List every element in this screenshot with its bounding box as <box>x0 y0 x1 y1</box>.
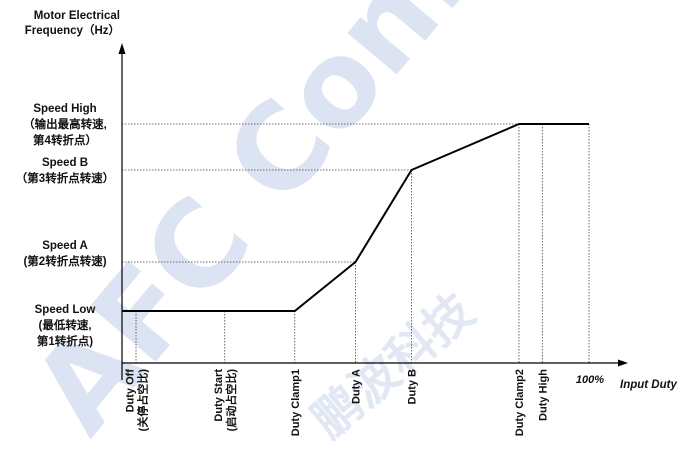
series-line <box>122 123 589 312</box>
y-label-speed_b-2: （第3转折点转速） <box>16 171 114 185</box>
guide-lines <box>122 123 590 363</box>
x-label-duty_off-1: Duty Off <box>125 369 137 413</box>
y-label-speed_high-3: 第4转折点） <box>33 133 97 147</box>
y-label-speed_low-3: 第1转折点) <box>37 334 93 348</box>
x-label-duty_high-1: Duty High <box>537 369 549 421</box>
series <box>122 123 589 312</box>
watermark: AFC Confidential鹏波科技 <box>6 0 688 458</box>
y-label-speed_b-1: Speed B <box>42 157 88 169</box>
x-label-duty_clamp1-1: Duty Clamp1 <box>290 369 302 436</box>
x-label-duty_start-2: (启动占空比) <box>224 369 238 432</box>
y-label-speed_a-1: Speed A <box>42 240 88 252</box>
y-label-speed_low-1: Speed Low <box>35 304 96 316</box>
x-label-duty_clamp2-1: Duty Clamp2 <box>514 369 526 436</box>
x-label-duty_off-2: (关停占空比) <box>136 369 150 432</box>
x-axis-title: Input Duty <box>620 379 677 391</box>
x-axis-arrow <box>618 359 628 367</box>
y-label-speed_high-1: Speed High <box>33 103 96 115</box>
y-label-speed_a-2: (第2转折点转速) <box>23 254 106 268</box>
axes <box>118 43 628 380</box>
x-label-duty_a-1: Duty A <box>351 369 363 404</box>
x-end-label: 100% <box>576 374 604 386</box>
x-label-duty_b-1: Duty B <box>407 369 419 405</box>
y-label-speed_low-2: (最低转速, <box>38 318 91 332</box>
y-label-speed_high-2: （输出最高转速, <box>23 117 107 131</box>
x-label-duty_start-1: Duty Start <box>213 369 225 422</box>
y-axis-title-1: Motor Electrical <box>34 10 120 22</box>
y-axis-title-2: Frequency（Hz） <box>25 23 120 37</box>
y-axis-arrow <box>118 43 126 54</box>
watermark-text-cn: 鹏波科技 <box>302 283 485 449</box>
